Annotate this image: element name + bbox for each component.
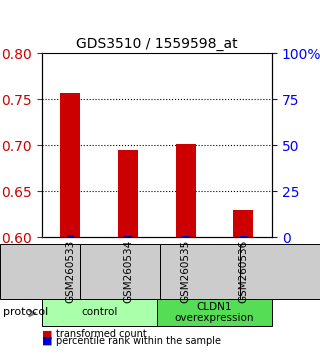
Text: GSM260533: GSM260533 <box>65 240 76 303</box>
Bar <box>240 236 247 237</box>
Text: CLDN1
overexpression: CLDN1 overexpression <box>175 302 254 323</box>
Bar <box>60 93 81 237</box>
Text: GSM260536: GSM260536 <box>238 240 248 303</box>
Text: control: control <box>81 307 117 318</box>
Text: ■: ■ <box>42 329 52 339</box>
Text: transformed count: transformed count <box>56 329 147 339</box>
Text: protocol: protocol <box>3 307 48 318</box>
Bar <box>118 150 138 237</box>
Bar <box>233 210 253 237</box>
Title: GDS3510 / 1559598_at: GDS3510 / 1559598_at <box>76 37 238 51</box>
Bar <box>124 236 132 237</box>
Bar <box>182 236 189 237</box>
Bar <box>67 235 74 237</box>
Bar <box>176 144 196 237</box>
Text: percentile rank within the sample: percentile rank within the sample <box>56 336 221 346</box>
Text: GSM260534: GSM260534 <box>123 240 133 303</box>
Text: ■: ■ <box>42 336 52 346</box>
Text: GSM260535: GSM260535 <box>180 240 191 303</box>
